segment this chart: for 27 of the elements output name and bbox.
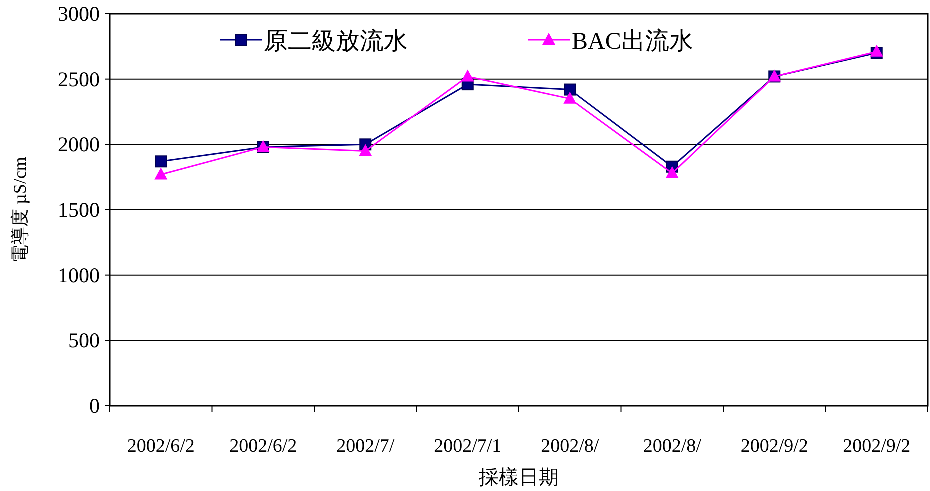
x-tick-label: 2002/9/2 bbox=[740, 436, 808, 457]
point bbox=[564, 92, 577, 104]
y-tick-label: 1000 bbox=[58, 263, 100, 288]
x-tick-label: 2002/8/ bbox=[541, 436, 600, 457]
x-axis-title: 採樣日期 bbox=[479, 465, 559, 489]
y-axis-title: 電導度 µS/cm bbox=[10, 157, 30, 263]
point bbox=[154, 168, 168, 180]
point bbox=[870, 44, 884, 57]
legend-label: BAC出流水 bbox=[572, 28, 694, 55]
y-tick-label: 500 bbox=[68, 328, 100, 353]
y-tick-label: 0 bbox=[90, 394, 100, 418]
x-tick-label: 2002/7/1 bbox=[434, 436, 502, 457]
y-tick-label: 2000 bbox=[58, 132, 100, 157]
point bbox=[564, 84, 576, 96]
legend-label: 原二級放流水 bbox=[264, 28, 408, 55]
x-tick-label: 2002/9/2 bbox=[843, 436, 911, 457]
x-tick-label: 2002/6/2 bbox=[127, 436, 195, 457]
y-tick-label: 1500 bbox=[58, 198, 100, 222]
x-tick-label: 2002/8/ bbox=[643, 436, 702, 457]
y-tick-label: 3000 bbox=[58, 2, 100, 26]
x-tick-label: 2002/6/2 bbox=[230, 436, 298, 457]
point bbox=[155, 156, 168, 168]
y-tick-label: 2500 bbox=[58, 67, 100, 92]
x-tick-label: 2002/7/ bbox=[336, 436, 396, 457]
point bbox=[666, 166, 679, 178]
point bbox=[359, 144, 372, 156]
point bbox=[461, 70, 474, 82]
